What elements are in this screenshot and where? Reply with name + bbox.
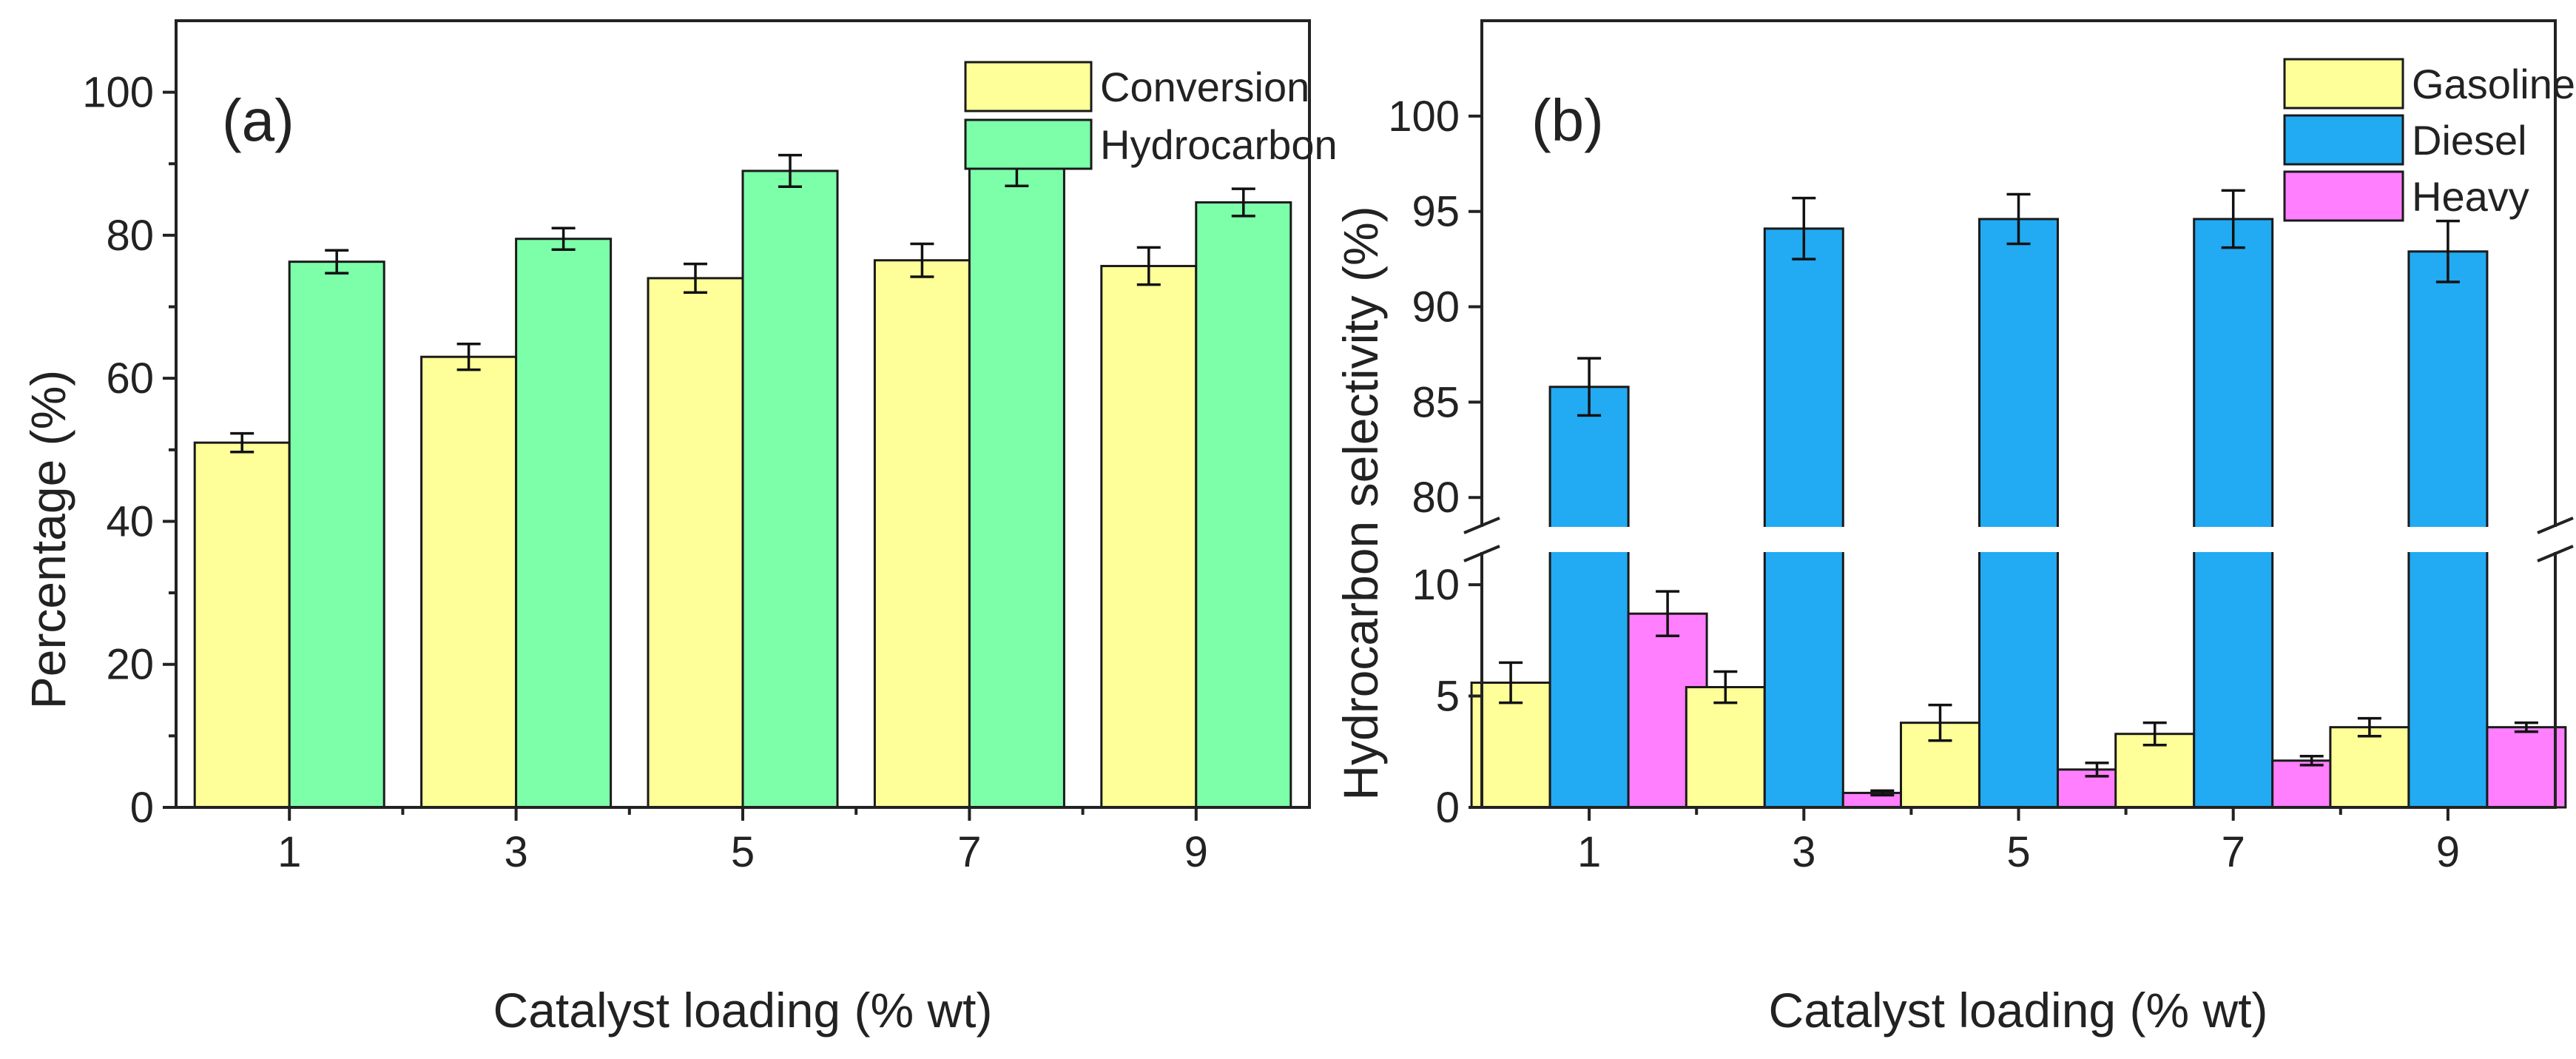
axis-break-right-bottom: [2537, 545, 2574, 562]
axis-break-gap: [1460, 527, 2576, 552]
chart-panel-a: 1 3 5 7 9 0 20 40 60 80 100 (a) Catalyst loading (…: [21, 19, 1338, 1038]
x-tick-label-b-5: 5: [2006, 828, 2030, 876]
y-tick-label-b-90: 90: [1412, 283, 1460, 332]
legend-swatch-conversion: [964, 61, 1093, 112]
errorbar-b-diesel-1: [1577, 357, 1602, 417]
bar-b-diesel-3: [1763, 227, 1844, 809]
y-tick-label-a-60: 60: [106, 354, 154, 403]
errorbar-b-gasoline-7: [2142, 721, 2167, 747]
errorbar-b-heavy-1: [1656, 590, 1680, 638]
errorbar-b-gasoline-5: [1928, 703, 1952, 742]
bar-a-hydrocarbon-9: [1195, 201, 1292, 809]
legend-label-heavy: Heavy: [2412, 173, 2529, 220]
x-tick-label-a-9: 9: [1184, 828, 1208, 876]
axis-break-right-top: [2537, 517, 2574, 534]
bar-b-gasoline-9: [2329, 726, 2410, 809]
errorbar-b-diesel-3: [1792, 196, 1816, 260]
errorbar-b-diesel-7: [2221, 189, 2245, 249]
bar-b-heavy-9: [2486, 726, 2567, 809]
panel-b-frame-upper: [1480, 19, 2557, 527]
errorbar-b-diesel-9: [2435, 219, 2460, 283]
errorbar-b-heavy-5: [2085, 762, 2109, 778]
panel-b-bars: [1470, 189, 2567, 809]
axis-break-left-bottom: [1463, 545, 1500, 562]
bar-b-diesel-1: [1548, 386, 1630, 809]
errorbar-b-heavy-7: [2299, 755, 2324, 767]
x-tick-label-a-5: 5: [731, 828, 755, 876]
bar-a-conversion-5: [647, 277, 744, 809]
y-tick-label-b-95: 95: [1412, 188, 1460, 236]
legend-label-hydrocarbon: Hydrocarbon: [1100, 121, 1338, 168]
panel-a-frame: [175, 19, 1311, 809]
bar-a-hydrocarbon-7: [968, 164, 1065, 809]
panel-a-bars: [193, 144, 1292, 809]
panel-b-frame-lower: [1480, 552, 2557, 809]
y-tick-label-a-100: 100: [82, 69, 154, 117]
y-tick-label-b-85: 85: [1412, 378, 1460, 426]
legend-label-conversion: Conversion: [1100, 64, 1309, 110]
x-tick-label-b-7: 7: [2222, 828, 2245, 876]
x-tick-label-a-1: 1: [277, 828, 301, 876]
y-tick-label-a-80: 80: [106, 212, 154, 260]
errorbar-a-hydrocarbon-9: [1231, 187, 1255, 218]
bar-b-diesel-7: [2193, 218, 2274, 809]
bar-b-gasoline-3: [1685, 686, 1766, 809]
panel-a-label: (a): [222, 87, 294, 153]
errorbar-b-gasoline-1: [1499, 661, 1523, 705]
bar-a-hydrocarbon-5: [741, 169, 839, 809]
bar-a-hydrocarbon-3: [515, 238, 613, 809]
x-tick-label-a-7: 7: [957, 828, 981, 876]
legend-label-diesel: Diesel: [2412, 117, 2527, 164]
errorbar-b-heavy-3: [1870, 789, 1895, 797]
bar-a-conversion-3: [420, 355, 518, 809]
bar-a-conversion-1: [193, 441, 291, 809]
errorbar-b-diesel-5: [2006, 192, 2031, 246]
errorbar-b-gasoline-9: [2357, 716, 2381, 738]
errorbar-a-conversion-3: [456, 343, 481, 372]
errorbar-a-conversion-1: [230, 431, 254, 454]
y-tick-label-b-10: 10: [1412, 561, 1460, 609]
panel-b-legend: Gasoline Diesel Heavy: [2283, 58, 2575, 222]
legend-label-gasoline: Gasoline: [2412, 61, 2575, 107]
errorbar-a-hydrocarbon-3: [551, 226, 576, 251]
x-tick-label-b-3: 3: [1792, 828, 1815, 876]
errorbar-a-conversion-5: [684, 262, 707, 294]
errorbar-a-hydrocarbon-1: [325, 249, 349, 275]
errorbar-a-hydrocarbon-5: [778, 153, 802, 188]
legend-swatch-gasoline: [2283, 58, 2404, 110]
panel-a-y-axis-title: Percentage (%): [21, 370, 75, 710]
errorbar-b-heavy-9: [2514, 721, 2538, 733]
panel-b-label: (b): [1531, 87, 1604, 153]
errorbar-a-conversion-7: [910, 242, 934, 278]
errorbar-b-gasoline-3: [1713, 670, 1738, 705]
bar-a-hydrocarbon-1: [288, 260, 385, 809]
bar-a-conversion-7: [873, 259, 971, 809]
y-tick-label-a-0: 0: [130, 784, 154, 832]
legend-swatch-hydrocarbon: [964, 118, 1093, 170]
axis-break-left-top: [1463, 517, 1500, 534]
legend-swatch-heavy: [2283, 170, 2404, 222]
bar-a-conversion-9: [1100, 264, 1198, 809]
errorbar-a-conversion-9: [1136, 246, 1161, 286]
y-tick-label-a-20: 20: [106, 641, 154, 689]
legend-swatch-diesel: [2283, 114, 2404, 166]
bar-b-gasoline-1: [1470, 681, 1551, 809]
panel-b-y-axis-title: Hydrocarbon selectivity (%): [1333, 206, 1388, 800]
y-tick-label-b-80: 80: [1412, 474, 1460, 522]
y-tick-label-b-0: 0: [1436, 784, 1460, 832]
panel-a-x-axis-title: Catalyst loading (% wt): [493, 983, 993, 1038]
panel-a-axes: 1 3 5 7 9 0 20 40 60 80 100: [82, 19, 1311, 876]
bar-b-diesel-5: [1978, 218, 2059, 809]
x-tick-label-b-9: 9: [2436, 828, 2460, 876]
y-tick-label-b-100: 100: [1388, 93, 1460, 141]
y-tick-label-b-5: 5: [1436, 673, 1460, 721]
y-tick-label-a-40: 40: [106, 497, 154, 545]
panel-a-legend: Conversion Hydrocarbon: [964, 61, 1338, 170]
panel-b-x-axis-title: Catalyst loading (% wt): [1769, 983, 2268, 1038]
x-tick-label-a-3: 3: [504, 828, 527, 876]
x-tick-label-b-1: 1: [1577, 828, 1601, 876]
